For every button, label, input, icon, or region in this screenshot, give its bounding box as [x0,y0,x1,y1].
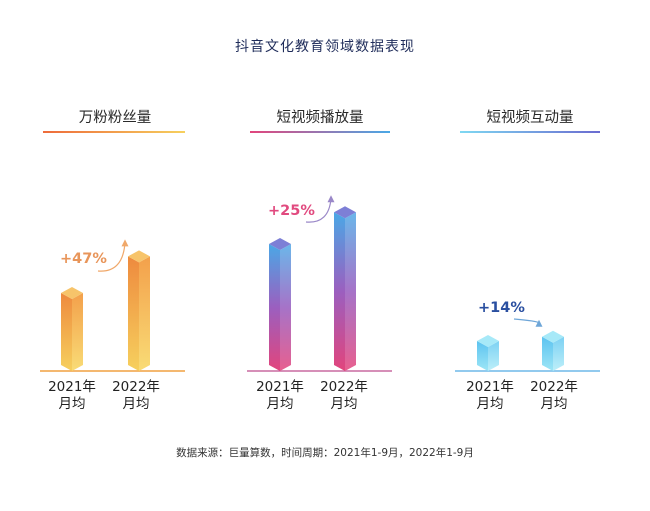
bar-face-left [269,244,280,371]
growth-arrow-head-plays [327,195,335,203]
growth-arrow-interactions [513,318,540,324]
growth-arrow-fans [97,242,126,272]
bar-fans-2022 [128,250,150,371]
bar-interactions-2022 [542,330,564,371]
panel-title-plays: 短视频播放量 [276,110,364,126]
bar-plays-2022 [334,206,356,371]
bar-face-right [488,341,499,371]
bar-face-top [542,330,564,343]
bar-fans-2021 [61,287,83,371]
growth-label-plays: +25% [268,203,315,219]
bar-face-top [477,335,499,347]
category-label-plays-2021: 2021年 月均 [256,379,304,412]
category-label-fans-2021: 2021年 月均 [48,379,96,412]
panel-title-fans: 万粉粉丝量 [78,110,152,126]
bar-face-top [334,206,356,219]
bar-face-right [345,212,356,371]
bar-face-left [128,256,139,371]
bar-face-right [280,244,291,371]
panel-underline-plays [250,131,390,133]
bar-face-left [542,336,553,371]
bar-face-top [128,250,150,263]
bar-face-right [553,336,564,371]
category-label-fans-2022: 2022年 月均 [112,379,160,412]
growth-label-interactions: +14% [478,300,525,316]
bar-face-left [477,341,488,371]
growth-arrow-head-interactions [535,319,543,327]
chart-title: 抖音文化教育领域数据表现 [235,39,415,55]
bar-face-left [334,212,345,371]
growth-arrow-plays [305,198,332,223]
bar-face-top [61,287,83,299]
category-label-interactions-2021: 2021年 月均 [466,379,514,412]
bar-face-right [139,256,150,371]
panel-underline-fans [43,131,185,133]
growth-label-fans: +47% [60,251,107,267]
panel-underline-interactions [460,131,600,133]
category-label-interactions-2022: 2022年 月均 [530,379,578,412]
bar-face-left [61,293,72,371]
source-note: 数据来源：巨量算数，时间周期：2021年1-9月，2022年1-9月 [176,447,474,459]
growth-arrow-head-fans [121,239,129,247]
category-label-plays-2022: 2022年 月均 [320,379,368,412]
bar-face-right [72,293,83,371]
bar-interactions-2021 [477,335,499,371]
bar-face-top [269,238,291,250]
bar-plays-2021 [269,238,291,371]
panel-title-interactions: 短视频互动量 [486,110,574,126]
